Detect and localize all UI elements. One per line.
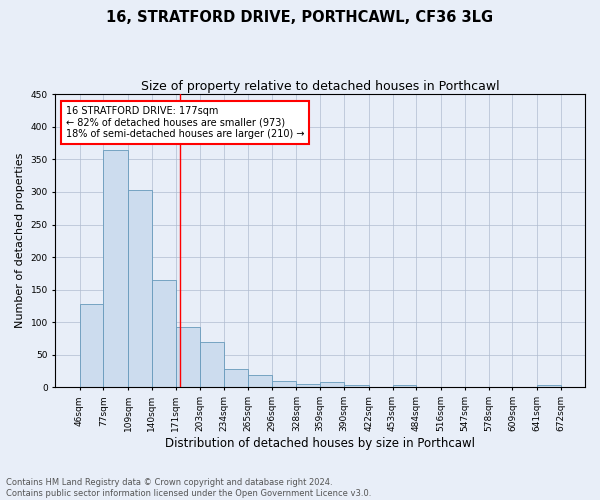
Title: Size of property relative to detached houses in Porthcawl: Size of property relative to detached ho…: [141, 80, 500, 93]
Bar: [272, 381, 296, 388]
Bar: [103, 150, 128, 388]
Bar: [224, 368, 248, 388]
Bar: [368, 387, 392, 388]
Bar: [537, 386, 561, 388]
Bar: [80, 304, 103, 388]
Bar: [296, 384, 320, 388]
X-axis label: Distribution of detached houses by size in Porthcawl: Distribution of detached houses by size …: [165, 437, 475, 450]
Bar: [152, 280, 176, 388]
Bar: [176, 327, 200, 388]
Bar: [320, 382, 344, 388]
Text: 16, STRATFORD DRIVE, PORTHCAWL, CF36 3LG: 16, STRATFORD DRIVE, PORTHCAWL, CF36 3LG: [106, 10, 494, 25]
Bar: [441, 387, 465, 388]
Bar: [392, 386, 416, 388]
Bar: [248, 375, 272, 388]
Bar: [200, 342, 224, 388]
Text: 16 STRATFORD DRIVE: 177sqm
← 82% of detached houses are smaller (973)
18% of sem: 16 STRATFORD DRIVE: 177sqm ← 82% of deta…: [66, 106, 305, 139]
Bar: [344, 385, 368, 388]
Y-axis label: Number of detached properties: Number of detached properties: [15, 153, 25, 328]
Bar: [128, 190, 152, 388]
Text: Contains HM Land Registry data © Crown copyright and database right 2024.
Contai: Contains HM Land Registry data © Crown c…: [6, 478, 371, 498]
